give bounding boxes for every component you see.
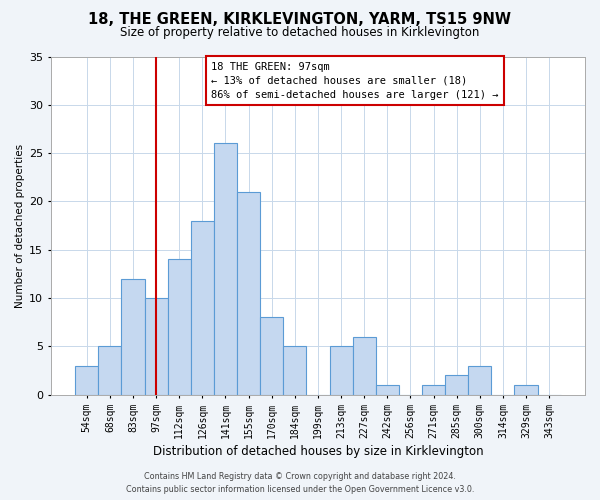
Text: Size of property relative to detached houses in Kirklevington: Size of property relative to detached ho… xyxy=(121,26,479,39)
Bar xyxy=(445,376,468,394)
Bar xyxy=(422,385,445,394)
Bar xyxy=(121,278,145,394)
Bar xyxy=(283,346,307,395)
Text: 18 THE GREEN: 97sqm
← 13% of detached houses are smaller (18)
86% of semi-detach: 18 THE GREEN: 97sqm ← 13% of detached ho… xyxy=(211,62,499,100)
Bar xyxy=(329,346,353,395)
Bar xyxy=(145,298,167,394)
Bar xyxy=(353,336,376,394)
Bar xyxy=(75,366,98,394)
Bar xyxy=(214,144,237,394)
Bar xyxy=(191,221,214,394)
Bar xyxy=(167,260,191,394)
Bar xyxy=(260,318,283,394)
Y-axis label: Number of detached properties: Number of detached properties xyxy=(15,144,25,308)
Bar xyxy=(237,192,260,394)
Text: Contains HM Land Registry data © Crown copyright and database right 2024.
Contai: Contains HM Land Registry data © Crown c… xyxy=(126,472,474,494)
Text: 18, THE GREEN, KIRKLEVINGTON, YARM, TS15 9NW: 18, THE GREEN, KIRKLEVINGTON, YARM, TS15… xyxy=(89,12,511,28)
X-axis label: Distribution of detached houses by size in Kirklevington: Distribution of detached houses by size … xyxy=(152,444,483,458)
Bar xyxy=(376,385,399,394)
Bar xyxy=(468,366,491,394)
Bar xyxy=(514,385,538,394)
Bar xyxy=(98,346,121,395)
